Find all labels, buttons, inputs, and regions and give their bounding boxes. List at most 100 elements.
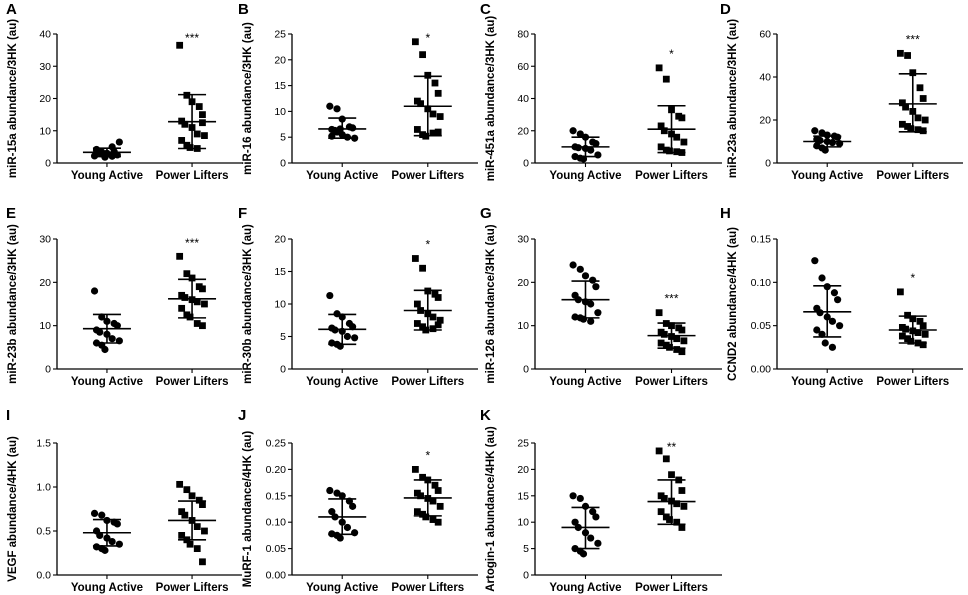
data-point-square — [657, 508, 665, 516]
data-point-square — [904, 311, 911, 319]
panel-label: B — [238, 1, 249, 18]
data-point-square — [673, 500, 681, 508]
x-category-label: Power Lifters — [635, 376, 708, 388]
data-point-circle — [594, 539, 602, 547]
data-point-circle — [811, 127, 819, 135]
y-tick-label: 20 — [274, 234, 286, 246]
data-point-square — [655, 447, 663, 455]
data-point-square — [436, 113, 444, 120]
data-point-square — [429, 110, 437, 118]
data-point-circle — [576, 494, 584, 503]
significance-marker: * — [910, 271, 915, 285]
y-tick-label: 0 — [45, 364, 51, 376]
y-tick-label: 1.0 — [36, 482, 51, 494]
y-tick-label: 10 — [274, 299, 286, 311]
data-point-square — [429, 516, 437, 523]
data-point-square — [436, 502, 444, 510]
data-point-square — [909, 69, 917, 77]
y-tick-label: 5 — [280, 331, 286, 343]
panel-label: H — [720, 205, 731, 222]
data-point-square — [916, 317, 924, 325]
data-point-square — [898, 99, 906, 107]
data-point-square — [183, 486, 191, 494]
y-tick-label: 30 — [39, 234, 51, 246]
data-point-square — [919, 322, 927, 330]
significance-marker: *** — [185, 236, 199, 250]
data-point-circle — [592, 283, 600, 291]
data-point-square — [429, 325, 437, 333]
x-category-label: Power Lifters — [391, 170, 464, 182]
data-point-circle — [96, 328, 104, 336]
data-point-circle — [576, 130, 584, 138]
y-tick-label: 25 — [517, 438, 529, 450]
y-tick-label: 30 — [517, 234, 529, 246]
data-point-square — [199, 501, 206, 508]
data-point-circle — [351, 529, 359, 537]
data-point-square — [413, 508, 421, 516]
panel-label: E — [6, 205, 16, 222]
y-tick-label: 20 — [517, 277, 529, 289]
data-point-square — [199, 322, 206, 330]
data-point-square — [199, 111, 206, 119]
x-category-label: Power Lifters — [156, 170, 229, 182]
data-point-square — [673, 148, 681, 156]
y-tick-label: 80 — [517, 29, 529, 41]
data-point-circle — [343, 133, 352, 141]
significance-marker: * — [669, 47, 674, 61]
y-tick-label: 10 — [39, 125, 51, 137]
panel-label: G — [480, 205, 492, 222]
data-point-square — [199, 119, 206, 127]
y-tick-label: 20 — [759, 115, 771, 127]
data-point-circle — [576, 265, 584, 273]
data-point-circle — [336, 534, 344, 542]
panel-i: I 0.0 0.5 1.0 1.5 VEGF abundance/4HK (au) Youn… — [6, 407, 242, 594]
y-tick-label: 40 — [759, 72, 771, 84]
data-point-square — [678, 487, 686, 494]
data-point-square — [413, 126, 421, 133]
data-point-circle — [108, 537, 116, 546]
y-tick-label: 10 — [517, 517, 529, 529]
data-point-square — [657, 143, 665, 151]
y-tick-label: 0.05 — [266, 543, 287, 555]
data-point-square — [193, 320, 201, 327]
y-axis-label: miR-16 abundance/3HK (au) — [242, 22, 254, 175]
data-point-circle — [592, 513, 600, 521]
y-tick-label: 0.10 — [751, 277, 772, 289]
data-point-square — [655, 309, 663, 317]
y-tick-label: 0 — [523, 158, 529, 170]
y-tick-label: 15 — [274, 266, 286, 278]
significance-marker: ** — [667, 440, 677, 454]
data-point-circle — [98, 511, 106, 519]
y-tick-label: 0.0 — [36, 570, 51, 582]
data-point-square — [898, 332, 906, 340]
panel-b: B 0 5 10 15 20 25 miR-16 abundance/3HK (au) Youn… — [238, 1, 478, 182]
data-point-square — [434, 294, 442, 301]
data-point-circle — [811, 257, 819, 265]
x-category-label: Young Active — [71, 170, 143, 182]
data-point-square — [429, 129, 437, 137]
x-category-label: Young Active — [791, 376, 863, 388]
data-point-circle — [326, 102, 334, 110]
data-point-square — [199, 285, 206, 293]
data-point-square — [904, 52, 911, 59]
data-point-circle — [821, 146, 829, 154]
panel-label: K — [480, 407, 491, 424]
y-tick-label: 0.10 — [266, 517, 287, 529]
data-point-circle — [101, 546, 109, 554]
y-tick-label: 15 — [274, 80, 286, 92]
data-point-square — [680, 337, 688, 345]
data-point-square — [657, 122, 665, 130]
data-point-circle — [813, 326, 821, 334]
data-point-square — [902, 103, 909, 111]
data-point-square — [195, 496, 203, 504]
y-tick-label: 0.00 — [266, 570, 287, 582]
data-point-circle — [828, 317, 837, 325]
data-point-circle — [349, 502, 357, 510]
data-point-circle — [333, 105, 341, 113]
x-category-label: Young Active — [549, 582, 621, 594]
data-point-circle — [574, 144, 582, 152]
data-point-square — [186, 313, 194, 321]
y-tick-label: 1.5 — [36, 438, 51, 450]
significance-marker: * — [425, 238, 430, 252]
data-point-square — [660, 495, 668, 502]
